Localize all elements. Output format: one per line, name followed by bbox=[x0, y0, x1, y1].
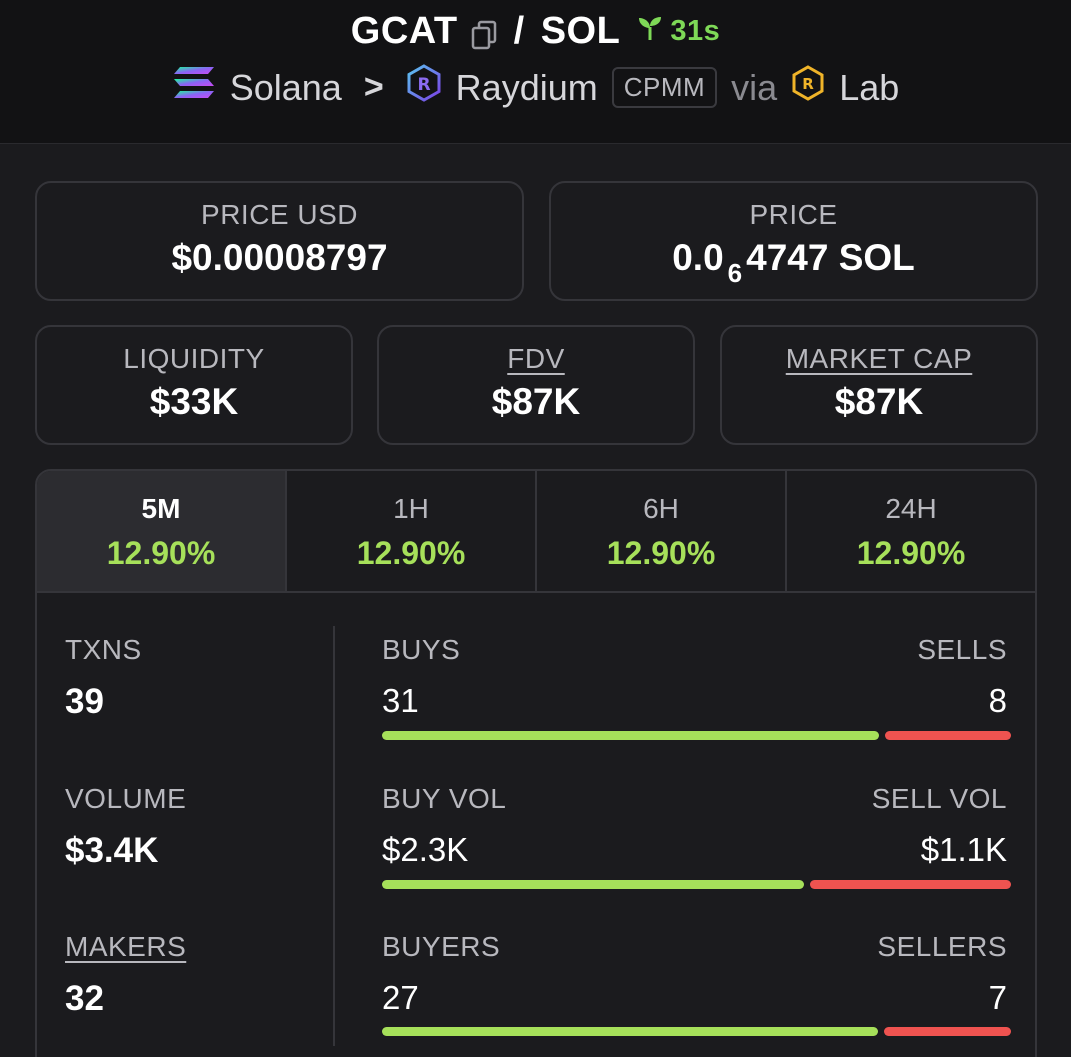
sellers-label: SELLERS bbox=[877, 931, 1007, 962]
tab-24h-change: 12.90% bbox=[856, 535, 966, 571]
tab-24h[interactable]: 24H 12.90% bbox=[787, 471, 1035, 591]
via-label: via bbox=[731, 66, 778, 108]
svg-text:R: R bbox=[802, 75, 814, 93]
raydium-icon: R bbox=[406, 64, 442, 111]
volume-label: VOLUME bbox=[65, 783, 187, 814]
tab-6h[interactable]: 6H 12.90% bbox=[537, 471, 787, 591]
seedling-icon bbox=[636, 14, 664, 50]
txns-label: TXNS bbox=[65, 634, 142, 665]
lab-icon: R bbox=[791, 65, 825, 110]
launchpad-name[interactable]: Lab bbox=[839, 66, 900, 108]
chain-name[interactable]: Solana bbox=[229, 66, 342, 108]
fdv-card[interactable]: FDV $87K bbox=[377, 325, 695, 445]
tab-5m[interactable]: 5M 12.90% bbox=[37, 471, 287, 591]
fdv-label[interactable]: FDV bbox=[507, 343, 565, 374]
transaction-stats: TXNS 39 VOLUME $3.4K MAKERS 32 BUYS SELL… bbox=[35, 591, 1037, 1057]
liquidity-value: $33K bbox=[149, 381, 239, 422]
fdv-value: $87K bbox=[491, 381, 581, 422]
price-sol-prefix: 0.0 bbox=[672, 237, 724, 278]
pair-title: GCAT / SOL 31s bbox=[0, 10, 1071, 53]
makers-value: 32 bbox=[65, 979, 104, 1018]
buyers-label: BUYERS bbox=[382, 931, 501, 962]
tab-1h[interactable]: 1H 12.90% bbox=[287, 471, 537, 591]
sellers-value: 7 bbox=[988, 979, 1007, 1016]
chevron-right-icon: > bbox=[363, 68, 384, 106]
liquidity-label: LIQUIDITY bbox=[123, 343, 265, 374]
period-tabs: 5M 12.90% 1H 12.90% 6H 12.90% 24H 12.90% bbox=[35, 469, 1037, 593]
tab-6h-label: 6H bbox=[643, 493, 679, 524]
buys-bar bbox=[382, 731, 879, 740]
dex-name[interactable]: Raydium bbox=[455, 66, 598, 108]
sell-vol-value: $1.1K bbox=[920, 831, 1007, 868]
svg-text:R: R bbox=[417, 75, 430, 95]
price-usd-card: PRICE USD $0.00008797 bbox=[35, 181, 524, 301]
pair-route: Solana > R Raydium CPMM via R La bbox=[0, 64, 1071, 111]
pair-separator: / bbox=[513, 10, 525, 52]
pair-age: 31s bbox=[636, 14, 720, 50]
price-sol-suffix: 4747 SOL bbox=[746, 237, 915, 278]
pool-type-badge: CPMM bbox=[611, 67, 718, 108]
market-cap-value: $87K bbox=[834, 381, 924, 422]
market-cap-card[interactable]: MARKET CAP $87K bbox=[720, 325, 1038, 445]
stats-divider bbox=[333, 626, 335, 1046]
liquidity-card: LIQUIDITY $33K bbox=[35, 325, 353, 445]
price-sol-zero-count: 6 bbox=[727, 258, 743, 288]
buys-value: 31 bbox=[382, 682, 419, 719]
tab-1h-change: 12.90% bbox=[356, 535, 466, 571]
sells-bar bbox=[885, 731, 1011, 740]
token-symbol[interactable]: GCAT bbox=[350, 10, 458, 52]
copy-icon[interactable] bbox=[470, 17, 498, 49]
tab-24h-label: 24H bbox=[885, 493, 937, 524]
txns-value: 39 bbox=[65, 682, 104, 721]
price-sol-card: PRICE 0.0 6 4747 SOL bbox=[549, 181, 1038, 301]
price-sol-value: 0.0 6 4747 SOL bbox=[551, 237, 1036, 288]
price-usd-label: PRICE USD bbox=[201, 199, 358, 230]
buy-vol-bar bbox=[382, 880, 804, 889]
market-cap-label[interactable]: MARKET CAP bbox=[785, 343, 973, 374]
sell-vol-label: SELL VOL bbox=[871, 783, 1007, 814]
pair-header: GCAT / SOL 31s bbox=[0, 0, 1071, 144]
sells-value: 8 bbox=[988, 682, 1007, 719]
tab-1h-label: 1H bbox=[393, 493, 429, 524]
buy-vol-label: BUY VOL bbox=[382, 783, 507, 814]
buyers-value: 27 bbox=[382, 979, 419, 1016]
volume-value: $3.4K bbox=[65, 831, 159, 870]
buy-vol-value: $2.3K bbox=[382, 831, 469, 868]
tab-5m-label: 5M bbox=[141, 493, 181, 524]
price-usd-value: $0.00008797 bbox=[171, 237, 388, 278]
tab-6h-change: 12.90% bbox=[606, 535, 716, 571]
buys-label: BUYS bbox=[382, 634, 461, 665]
sell-vol-bar bbox=[810, 880, 1011, 889]
tab-5m-change: 12.90% bbox=[106, 535, 216, 571]
sells-label: SELLS bbox=[917, 634, 1007, 665]
quote-symbol: SOL bbox=[540, 10, 621, 52]
sellers-bar bbox=[884, 1027, 1011, 1036]
price-sol-label: PRICE bbox=[749, 199, 838, 230]
buyers-bar bbox=[382, 1027, 878, 1036]
makers-label[interactable]: MAKERS bbox=[65, 931, 187, 962]
pair-age-value: 31s bbox=[670, 15, 721, 47]
solana-icon bbox=[172, 65, 216, 110]
